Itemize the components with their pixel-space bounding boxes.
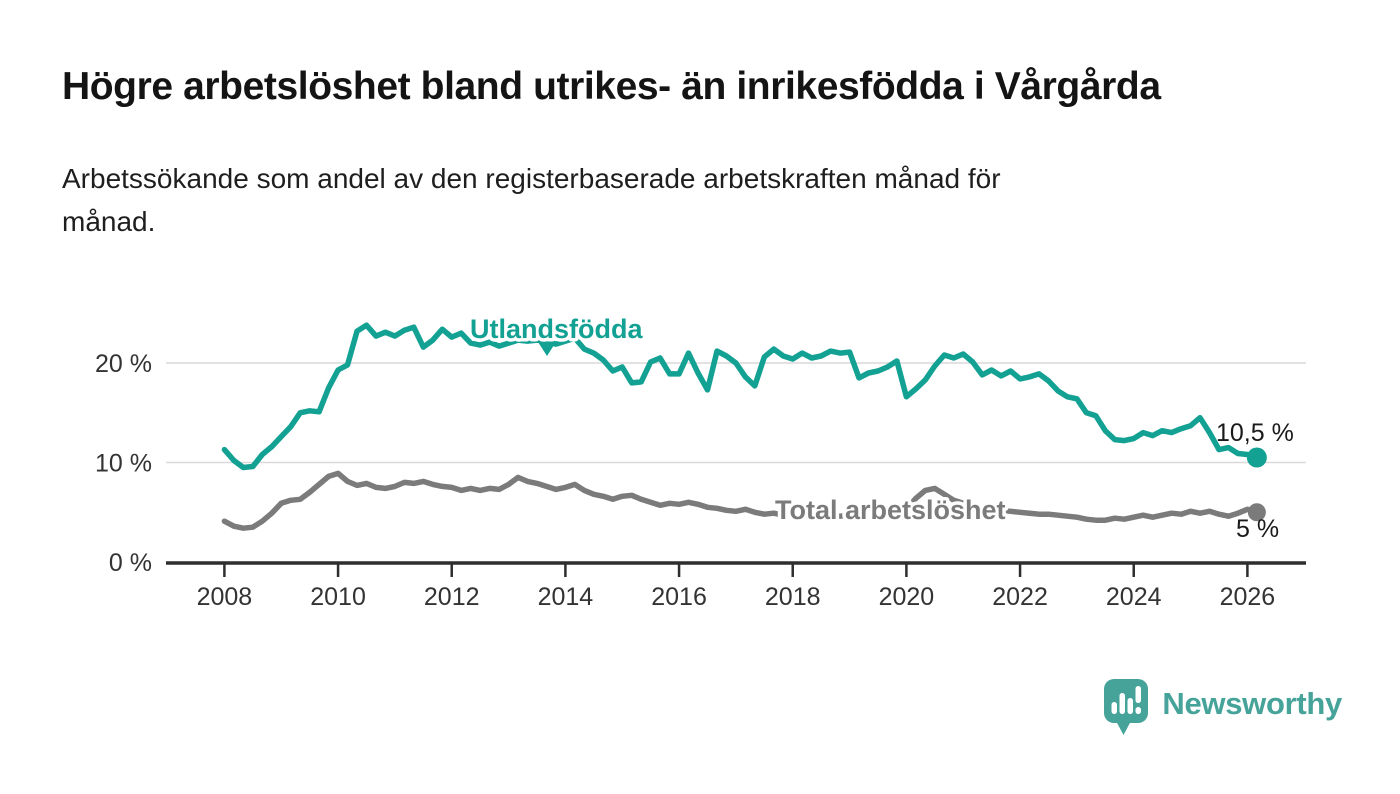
x-axis-label-2010: 2010: [310, 583, 366, 611]
series-label-utlandsfodda: Utlandsfödda: [470, 314, 643, 344]
series-label-total: Total arbetslöshet: [775, 495, 1006, 525]
y-axis-label-10: 10 %: [95, 450, 152, 478]
x-axis-label-2020: 2020: [879, 583, 935, 611]
y-axis-label-0: 0 %: [109, 549, 152, 577]
series-end-dot-total: [1247, 503, 1266, 522]
x-axis-label-2024: 2024: [1106, 583, 1162, 611]
series-label-arrow-icon: [538, 342, 556, 356]
x-axis-label-2014: 2014: [538, 583, 594, 611]
newsworthy-logo: Newsworthy: [1103, 678, 1342, 736]
newsworthy-logo-text: Newsworthy: [1162, 685, 1342, 721]
series-line-utlandsfodda: [221, 322, 1260, 471]
series-end-value-utlandsfodda: 10,5 %: [1216, 419, 1294, 447]
x-axis-label-2026: 2026: [1220, 583, 1276, 611]
chart-subtitle-line-2: månad.: [62, 205, 156, 237]
newsworthy-logo-icon: [1104, 679, 1149, 735]
x-axis-label-2012: 2012: [424, 583, 480, 611]
series-end-dot-utlandsfodda: [1246, 447, 1267, 468]
series-end-value-total: 5 %: [1236, 515, 1279, 543]
y-axis-label-20: 20 %: [95, 350, 152, 378]
chart-subtitle-line-1: Arbetssökande som andel av den registerb…: [62, 163, 1001, 194]
x-axis-label-2016: 2016: [651, 583, 707, 611]
chart-subtitle: Arbetssökande som andel av den registerb…: [62, 158, 1001, 243]
x-axis-label-2008: 2008: [197, 583, 253, 611]
x-axis-label-2018: 2018: [765, 583, 821, 611]
series-line-total: [221, 470, 1260, 531]
x-axis-label-2022: 2022: [992, 583, 1048, 611]
page-title: Högre arbetslöshet bland utrikes- än inr…: [62, 65, 1161, 108]
